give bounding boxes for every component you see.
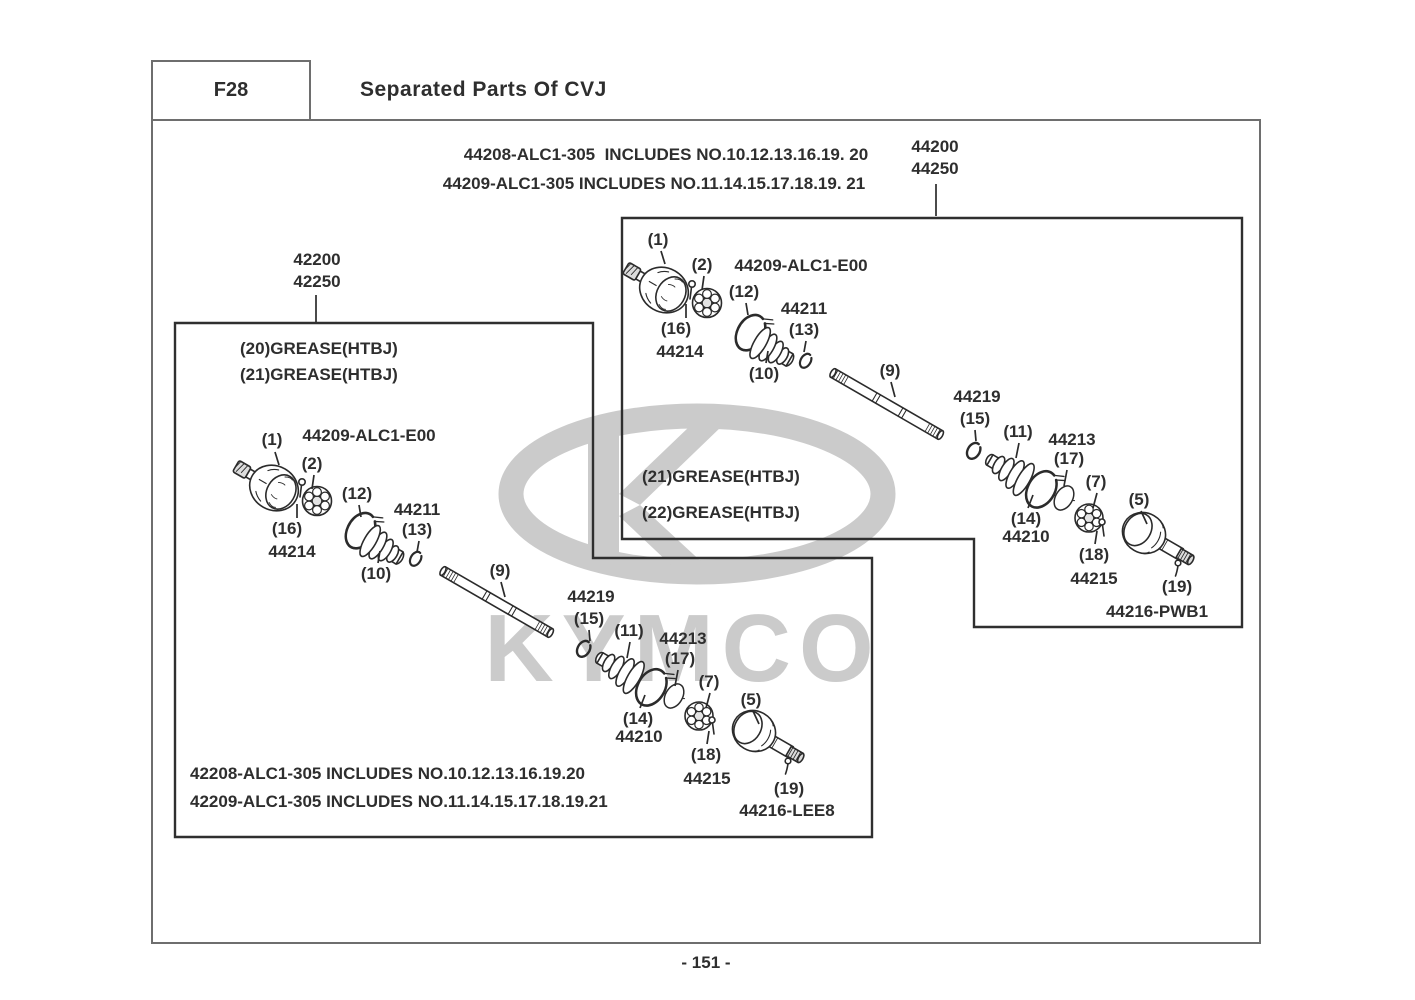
part-callout: (2): [691, 255, 713, 274]
part-callout: 44210: [615, 727, 663, 746]
part-callout: (13): [788, 320, 820, 339]
part-callout: (2): [301, 454, 323, 473]
leader-line: [1094, 530, 1098, 545]
part-callout: 44210: [1002, 527, 1050, 546]
part-callout: 44209-ALC1-E00: [734, 256, 868, 275]
leader-line: [803, 340, 807, 353]
part-callout: 44209-ALC1-E00: [302, 426, 436, 445]
left-box-grease-note-1: (20)GREASE(HTBJ): [240, 339, 398, 358]
leader-line: [745, 302, 749, 316]
part-callout: 44216-LEE8: [739, 801, 835, 820]
leader-line: [626, 641, 631, 659]
part-callout: 44216-PWB1: [1105, 602, 1209, 621]
part-callout: (18): [1078, 545, 1110, 564]
part-callout: 44219: [567, 587, 615, 606]
leader-line: [1027, 494, 1034, 509]
part-callout: 44211: [393, 500, 441, 519]
right-parts-box-outline: [620, 216, 1244, 629]
group-ref-label: 42250: [293, 272, 341, 291]
leader-line: [358, 504, 362, 518]
top-note-2: 44209-ALC1-305 INCLUDES NO.11.14.15.17.1…: [442, 174, 866, 193]
leader-line: [311, 474, 315, 490]
leader-line: [588, 629, 591, 642]
right-box-grease-note-2: (22)GREASE(HTBJ): [642, 503, 800, 522]
part-callout: (12): [728, 282, 760, 301]
part-callout: (14): [1010, 509, 1042, 528]
part-callout: 44213: [1048, 430, 1096, 449]
bottom-note-1: 42208-ALC1-305 INCLUDES NO.10.12.13.16.1…: [190, 764, 585, 783]
leader-line: [1063, 469, 1068, 487]
leader-line: [274, 451, 280, 466]
leader-line: [706, 730, 710, 745]
part-callout: (5): [740, 690, 762, 709]
part-callout: (19): [773, 779, 805, 798]
leader-line: [765, 350, 769, 364]
part-callout: (1): [647, 230, 669, 249]
part-callout: 44215: [1070, 569, 1118, 588]
part-callout: (7): [1085, 472, 1107, 491]
leader-line: [974, 429, 977, 442]
left-parts-box-outline: [173, 321, 874, 839]
part-callout: (10): [360, 564, 392, 583]
part-callout: (12): [341, 484, 373, 503]
group-ref-label: 44250: [911, 159, 959, 178]
part-callout: 44211: [780, 299, 828, 318]
part-callout: (1): [261, 430, 283, 449]
bottom-note-2: 42209-ALC1-305 INCLUDES NO.11.14.15.17.1…: [190, 792, 608, 811]
part-callout: (17): [664, 649, 696, 668]
part-callout: (15): [959, 409, 991, 428]
top-note-1: 44208-ALC1-305 INCLUDES NO.10.12.13.16.1…: [463, 145, 869, 164]
leader-line: [701, 275, 705, 291]
page-code-box: F28: [151, 60, 311, 121]
page-code: F28: [213, 79, 249, 101]
part-callout: (9): [489, 561, 511, 580]
page-number: - 151 -: [681, 953, 731, 972]
leader-lines: [274, 184, 1148, 745]
part-callout: (15): [573, 609, 605, 628]
leader-line: [1092, 492, 1098, 509]
right-box-grease-note-1: (21)GREASE(HTBJ): [642, 467, 800, 486]
part-callout: (9): [879, 361, 901, 380]
leader-line: [660, 250, 666, 265]
part-callout: (16): [660, 319, 692, 338]
leader-line: [705, 692, 711, 709]
part-callout: (14): [622, 709, 654, 728]
leader-line: [377, 550, 381, 564]
leader-line: [639, 694, 646, 709]
part-callout: (11): [614, 621, 644, 640]
group-ref-label: 44200: [911, 137, 959, 156]
leader-line: [674, 669, 679, 687]
part-callout: (19): [1161, 577, 1193, 596]
part-callout: (13): [401, 520, 433, 539]
leader-line: [752, 710, 760, 725]
part-callout: 44213: [659, 629, 707, 648]
leader-line: [500, 581, 506, 598]
leader-line: [890, 381, 896, 398]
left-box-grease-note-2: (21)GREASE(HTBJ): [240, 365, 398, 384]
leader-line: [1015, 442, 1020, 459]
part-callout: (16): [271, 519, 303, 538]
part-callout: (11): [1003, 422, 1033, 441]
leader-line: [416, 540, 420, 553]
part-callout: 44214: [656, 342, 704, 361]
leader-line: [1140, 510, 1148, 525]
kymco-watermark-logo: KYMCO: [484, 403, 896, 702]
part-callout: (10): [748, 364, 780, 383]
part-callout: (17): [1053, 449, 1085, 468]
group-ref-label: 42200: [293, 250, 341, 269]
part-callout: 44215: [683, 769, 731, 788]
part-callout: (7): [698, 672, 720, 691]
page-title: Separated Parts Of CVJ: [360, 78, 607, 101]
part-callout: (18): [690, 745, 722, 764]
diagram-frame: [151, 119, 1261, 944]
part-callout: (5): [1128, 490, 1150, 509]
part-callout: 44214: [268, 542, 316, 561]
part-callout: 44219: [953, 387, 1001, 406]
